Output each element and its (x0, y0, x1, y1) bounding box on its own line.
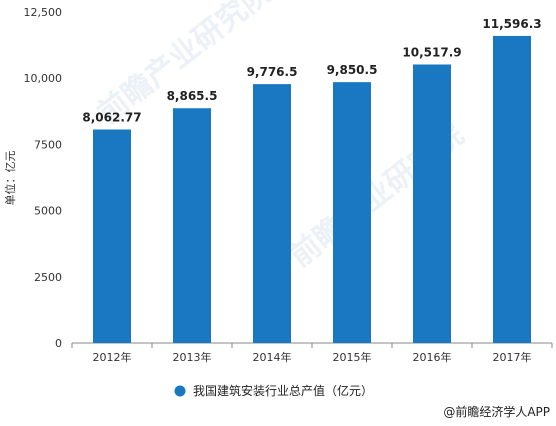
x-axis: 2012年 2013年 2014年 2015年 2016年 2017年 (71, 343, 553, 364)
bar-value-label: 11,596.3 (482, 17, 541, 31)
bar-value-label: 8,062.77 (82, 110, 141, 124)
y-tick-label: 12,500 (24, 6, 63, 19)
bars (93, 35, 531, 344)
x-tick-label: 2017年 (493, 350, 532, 364)
y-tick-label: 10,000 (24, 72, 63, 85)
bar-value-label: 9,776.5 (247, 65, 298, 79)
x-tick-label: 2012年 (93, 350, 132, 364)
legend: 我国建筑安装行业总产值（亿元） (174, 383, 373, 398)
source-text: @前瞻经济学人APP (443, 404, 550, 419)
bar (173, 108, 211, 343)
y-tick-label: 0 (55, 337, 62, 350)
y-axis-label: 单位：亿元 (3, 151, 17, 206)
y-axis: 0 2500 5000 7500 10,000 12,500 (24, 6, 63, 350)
legend-marker (174, 385, 186, 397)
bar (413, 64, 451, 343)
bar (493, 35, 531, 343)
y-tick-label: 7500 (34, 138, 62, 151)
bar (93, 129, 131, 343)
source-credit: @前瞻经济学人APP (443, 404, 550, 419)
x-tick-label: 2013年 (173, 350, 212, 364)
y-tick-label: 5000 (34, 205, 62, 218)
bar-value-label: 9,850.5 (327, 63, 378, 77)
x-tick-label: 2014年 (253, 350, 292, 364)
y-tick-label: 2500 (34, 271, 62, 284)
bar (253, 84, 291, 343)
legend-label: 我国建筑安装行业总产值（亿元） (193, 383, 373, 398)
data-labels: 8,062.77 8,865.5 9,776.5 9,850.5 10,517.9 11,… (82, 17, 541, 125)
bar-value-label: 8,865.5 (167, 89, 218, 103)
x-tick-label: 2016年 (413, 350, 452, 364)
bar-value-label: 10,517.9 (402, 45, 461, 59)
bar (333, 82, 371, 344)
x-tick-label: 2015年 (333, 350, 372, 364)
